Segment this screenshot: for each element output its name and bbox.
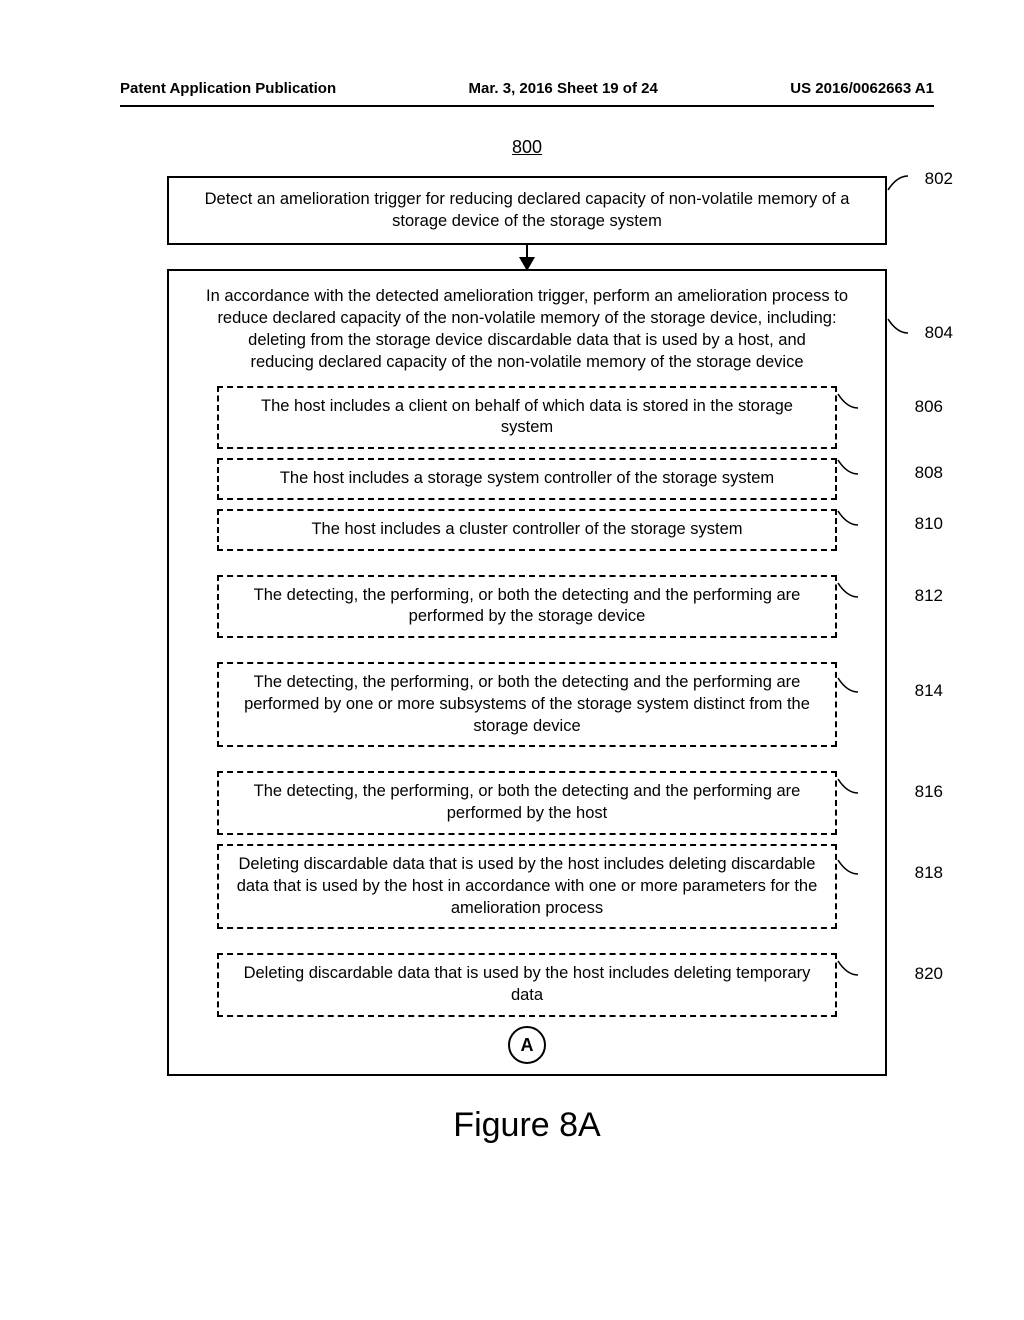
arrow-802-to-804 bbox=[526, 245, 528, 269]
ref-leader-814 bbox=[837, 676, 859, 694]
box-806-text: The host includes a client on behalf of … bbox=[261, 397, 793, 437]
box-804: In accordance with the detected ameliora… bbox=[167, 269, 887, 1076]
box-816-text: The detecting, the performing, or both t… bbox=[254, 782, 801, 822]
box-808: The host includes a storage system contr… bbox=[217, 458, 837, 500]
flowchart: Detect an amelioration trigger for reduc… bbox=[167, 176, 887, 1076]
box-818: Deleting discardable data that is used b… bbox=[217, 844, 837, 929]
box-820: Deleting discardable data that is used b… bbox=[217, 953, 837, 1017]
patent-page: Patent Application Publication Mar. 3, 2… bbox=[0, 0, 1024, 1175]
connector-a: A bbox=[508, 1026, 546, 1064]
figure-caption: Figure 8A bbox=[120, 1106, 934, 1145]
box-804-text: In accordance with the detected ameliora… bbox=[187, 285, 867, 374]
ref-leader-808 bbox=[837, 458, 859, 476]
ref-804: 804 bbox=[925, 323, 953, 343]
box-818-text: Deleting discardable data that is used b… bbox=[237, 855, 818, 917]
ref-leader-820 bbox=[837, 959, 859, 977]
ref-leader-806 bbox=[837, 392, 859, 410]
box-816: The detecting, the performing, or both t… bbox=[217, 771, 837, 835]
gap-2 bbox=[187, 647, 867, 653]
gap-3 bbox=[187, 756, 867, 762]
figure-number: 800 bbox=[120, 137, 934, 158]
ref-812: 812 bbox=[915, 585, 943, 607]
page-header: Patent Application Publication Mar. 3, 2… bbox=[120, 80, 934, 97]
ref-818: 818 bbox=[915, 862, 943, 884]
box-820-text: Deleting discardable data that is used b… bbox=[244, 964, 811, 1004]
ref-leader-810 bbox=[837, 509, 859, 527]
box-810-text: The host includes a cluster controller o… bbox=[311, 520, 742, 538]
ref-leader-812 bbox=[837, 581, 859, 599]
box-812-text: The detecting, the performing, or both t… bbox=[254, 586, 801, 626]
box-802-text: Detect an amelioration trigger for reduc… bbox=[205, 190, 850, 230]
ref-814: 814 bbox=[915, 680, 943, 702]
ref-leader-804 bbox=[887, 317, 909, 335]
ref-820: 820 bbox=[915, 963, 943, 985]
header-right: US 2016/0062663 A1 bbox=[790, 80, 934, 97]
header-left: Patent Application Publication bbox=[120, 80, 336, 97]
ref-808: 808 bbox=[915, 462, 943, 484]
box-810: The host includes a cluster controller o… bbox=[217, 509, 837, 551]
gap-4 bbox=[187, 938, 867, 944]
ref-leader-816 bbox=[837, 777, 859, 795]
ref-802: 802 bbox=[925, 168, 953, 191]
header-rule bbox=[120, 105, 934, 107]
box-814: The detecting, the performing, or both t… bbox=[217, 662, 837, 747]
ref-810: 810 bbox=[915, 513, 943, 535]
ref-leader-818 bbox=[837, 858, 859, 876]
box-806: The host includes a client on behalf of … bbox=[217, 386, 837, 450]
box-812: The detecting, the performing, or both t… bbox=[217, 575, 837, 639]
ref-816: 816 bbox=[915, 781, 943, 803]
box-802: Detect an amelioration trigger for reduc… bbox=[167, 176, 887, 245]
gap-1 bbox=[187, 560, 867, 566]
box-808-text: The host includes a storage system contr… bbox=[280, 469, 774, 487]
ref-leader-802 bbox=[887, 174, 909, 192]
ref-806: 806 bbox=[915, 396, 943, 418]
box-814-text: The detecting, the performing, or both t… bbox=[244, 673, 810, 735]
header-center: Mar. 3, 2016 Sheet 19 of 24 bbox=[469, 80, 658, 97]
